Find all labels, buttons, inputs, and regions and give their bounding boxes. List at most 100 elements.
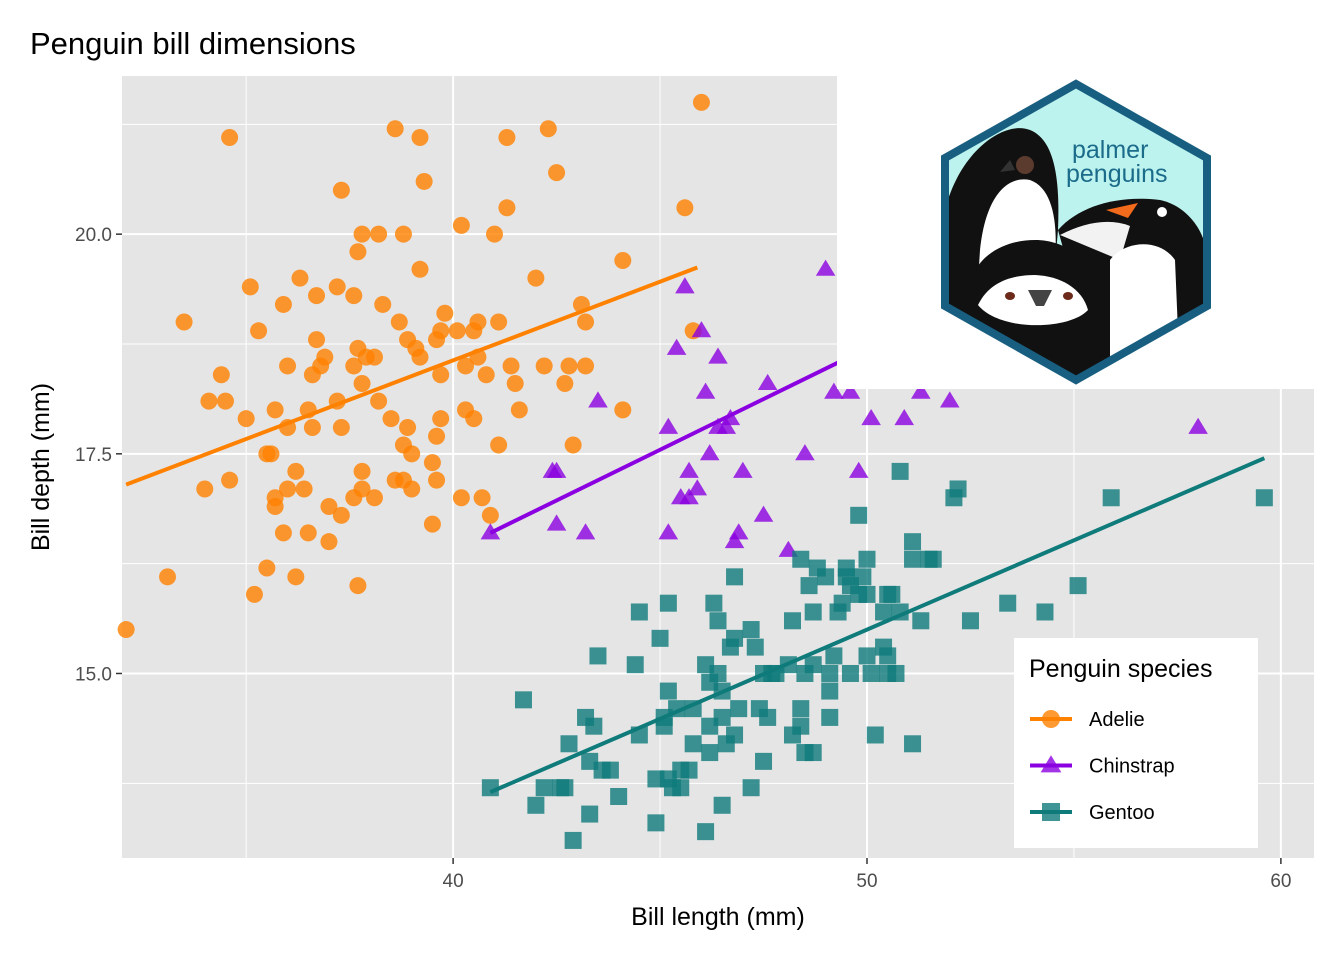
x-axis-title: Bill length (mm) bbox=[631, 903, 805, 931]
adelie-point bbox=[457, 357, 475, 375]
y-tick-label: 20.0 bbox=[75, 225, 112, 246]
adelie-point bbox=[266, 401, 284, 419]
adelie-point bbox=[572, 295, 590, 313]
adelie-point bbox=[291, 269, 309, 287]
adelie-point bbox=[332, 506, 350, 524]
gentoo-point bbox=[858, 647, 876, 665]
legend-title: Penguin species bbox=[1029, 655, 1212, 683]
adelie-point bbox=[614, 401, 632, 419]
adelie-point bbox=[469, 348, 487, 366]
chinstrap-point bbox=[575, 523, 596, 540]
gentoo-point bbox=[800, 577, 818, 595]
adelie-point bbox=[299, 524, 317, 542]
gentoo-point bbox=[647, 814, 665, 832]
gentoo-point bbox=[585, 717, 603, 735]
gentoo-point bbox=[630, 603, 648, 621]
adelie-point bbox=[353, 480, 371, 498]
adelie-fit-line bbox=[125, 265, 699, 487]
gentoo-point bbox=[961, 612, 979, 630]
adelie-point bbox=[287, 568, 305, 586]
gentoo-point bbox=[684, 700, 702, 718]
gentoo-point bbox=[862, 664, 880, 682]
gentoo-point bbox=[713, 708, 731, 726]
adelie-point bbox=[535, 357, 553, 375]
gentoo-point bbox=[709, 664, 727, 682]
chart-title: Penguin bill dimensions bbox=[30, 26, 356, 61]
adelie-point bbox=[365, 348, 383, 366]
adelie-point bbox=[245, 585, 263, 603]
adelie-point bbox=[411, 260, 429, 278]
chinstrap-point bbox=[675, 277, 695, 294]
adelie-point bbox=[577, 357, 595, 375]
adelie-point bbox=[403, 480, 421, 498]
adelie-point bbox=[274, 295, 292, 313]
gentoo-point bbox=[726, 629, 744, 647]
adelie-point bbox=[692, 93, 710, 111]
chinstrap-point bbox=[695, 382, 716, 399]
chinstrap-point bbox=[679, 461, 699, 478]
gentoo-point bbox=[879, 647, 897, 665]
chinstrap-point bbox=[848, 461, 869, 478]
adelie-point bbox=[279, 480, 297, 498]
adelie-point bbox=[432, 322, 450, 340]
adelie-point bbox=[320, 533, 338, 551]
adelie-point bbox=[353, 462, 371, 480]
adelie-point bbox=[452, 489, 470, 507]
adelie-point bbox=[117, 621, 135, 639]
adelie-point bbox=[481, 506, 499, 524]
chinstrap-point bbox=[588, 391, 608, 408]
adelie-point bbox=[539, 120, 557, 138]
adelie-point bbox=[332, 418, 350, 436]
gentoo-point bbox=[564, 831, 582, 849]
chinstrap-point bbox=[894, 408, 915, 426]
adelie-point bbox=[436, 304, 454, 322]
gentoo-point bbox=[701, 744, 719, 762]
adelie-point bbox=[502, 357, 520, 375]
gentoo-point bbox=[742, 779, 760, 797]
legend-key-marker bbox=[1042, 710, 1060, 728]
adelie-point bbox=[365, 489, 383, 507]
adelie-point bbox=[349, 577, 367, 595]
gentoo-point bbox=[833, 594, 851, 612]
gentoo-point bbox=[1102, 489, 1120, 507]
gentoo-point bbox=[514, 691, 532, 709]
chinstrap-point bbox=[666, 338, 687, 355]
adelie-point bbox=[423, 454, 441, 472]
gentoo-point bbox=[535, 779, 553, 797]
gentoo-point bbox=[659, 594, 677, 612]
adelie-point bbox=[399, 418, 417, 436]
adelie-point bbox=[250, 322, 268, 340]
gentoo-point bbox=[705, 594, 723, 612]
gentoo-point bbox=[746, 638, 764, 656]
adelie-point bbox=[473, 489, 491, 507]
gentoo-point bbox=[610, 787, 628, 805]
adelie-point bbox=[448, 322, 466, 340]
gentoo-point bbox=[668, 700, 686, 718]
gentoo-point bbox=[817, 568, 835, 586]
legend-items: Adelie Chinstrap Gentoo bbox=[1030, 709, 1175, 824]
adelie-point bbox=[345, 357, 363, 375]
adelie-point bbox=[469, 313, 487, 331]
gentoo-point bbox=[821, 708, 839, 726]
gentoo-point bbox=[655, 717, 673, 735]
gentoo-point bbox=[784, 612, 801, 630]
gentoo-point bbox=[589, 647, 607, 665]
x-tick-label: 60 bbox=[1270, 871, 1291, 892]
legend-label: Chinstrap bbox=[1089, 756, 1175, 778]
gentoo-point bbox=[713, 796, 731, 814]
adelie-point bbox=[490, 313, 508, 331]
adelie-point bbox=[403, 445, 421, 463]
gentoo-point bbox=[999, 594, 1017, 612]
chinstrap-point bbox=[658, 417, 679, 434]
gentoo-point bbox=[804, 744, 822, 762]
adelie-point bbox=[382, 410, 400, 428]
legend-key-marker bbox=[1042, 803, 1060, 821]
gentoo-point bbox=[804, 656, 822, 674]
chinstrap-point bbox=[795, 444, 815, 461]
gentoo-point bbox=[854, 568, 872, 586]
adelie-point bbox=[432, 366, 450, 384]
adelie-point bbox=[212, 366, 230, 384]
chinstrap-point bbox=[733, 461, 753, 478]
gentoo-point bbox=[887, 664, 905, 682]
chinstrap-point bbox=[691, 321, 712, 338]
